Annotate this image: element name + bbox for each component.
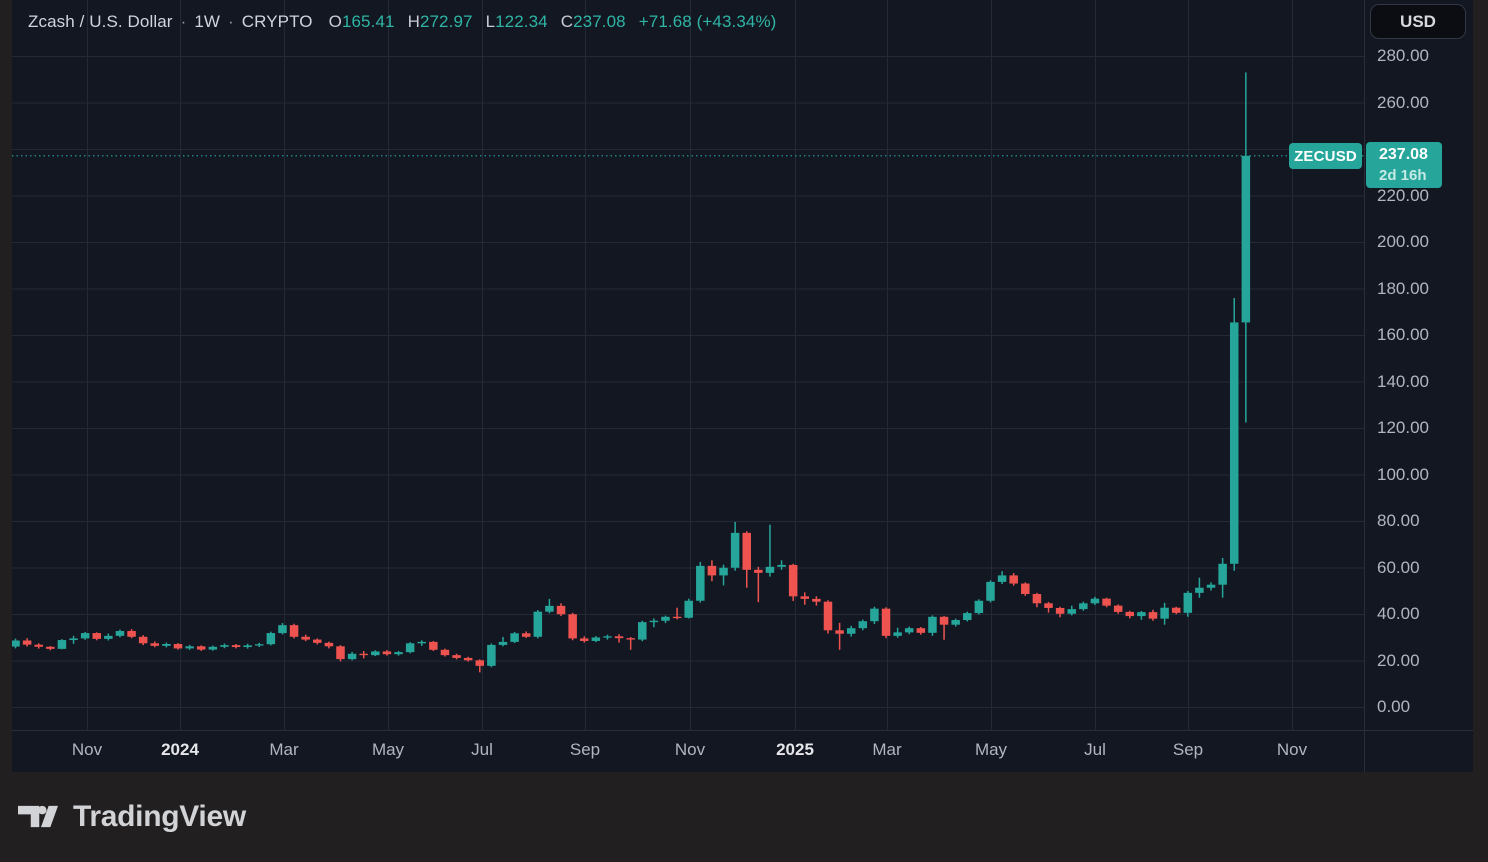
- time-tick-label: Sep: [1172, 740, 1204, 759]
- change-value: +71.68 (+43.34%): [638, 12, 777, 31]
- candles: [12, 72, 1251, 673]
- last-price-value: 237.08: [1379, 146, 1428, 163]
- exchange-label: CRYPTO: [241, 12, 313, 31]
- price-tick-label: 100.00: [1377, 464, 1429, 484]
- time-tick-label: Jul: [1084, 740, 1106, 759]
- time-tick-label: Nov: [674, 740, 706, 759]
- price-tick-label: 0.00: [1377, 697, 1411, 716]
- price-tick-label: 40.00: [1377, 604, 1420, 623]
- time-tick-label: May: [371, 740, 405, 759]
- price-tick-label: 220.00: [1377, 185, 1429, 205]
- time-tick-label: 2024: [161, 740, 199, 759]
- price-tick-label: 280.00: [1377, 46, 1429, 65]
- price-tick-label: 260.00: [1377, 92, 1429, 112]
- ohlc-values: O165.41 H272.97 L122.34 C237.08: [329, 12, 639, 32]
- ohlc-item: L122.34: [485, 12, 548, 31]
- tradingview-logo[interactable]: TradingView: [18, 799, 246, 833]
- price-tick-label: 160.00: [1377, 325, 1429, 344]
- candlestick-chart[interactable]: [12, 0, 1473, 772]
- bar-countdown: 2d 16h: [1379, 167, 1427, 184]
- last-price-label: 237.08 2d 16h: [1366, 142, 1442, 188]
- symbol-header: Zcash / U.S. Dollar · 1W · CRYPTO O165.4…: [28, 11, 776, 33]
- price-tick-label: 120.00: [1377, 418, 1429, 437]
- tradingview-wordmark: TradingView: [73, 799, 246, 833]
- price-tick-label: 80.00: [1377, 511, 1420, 530]
- ohlc-item: C237.08: [560, 12, 626, 31]
- time-axis[interactable]: Nov 2024 Mar May Jul Sep Nov 2025 Mar May Jul Sep No…: [12, 730, 1473, 772]
- symbol-title[interactable]: Zcash / U.S. Dollar: [28, 12, 173, 31]
- time-tick-label: Mar: [872, 740, 902, 759]
- symbol-price-flag: ZECUSD: [1289, 143, 1362, 169]
- interval-label[interactable]: 1W: [194, 12, 221, 31]
- chart-widget: Zcash / U.S. Dollar · 1W · CRYPTO O165.4…: [12, 0, 1473, 772]
- time-tick-label: Sep: [569, 740, 601, 759]
- time-tick-label: Nov: [1276, 740, 1308, 759]
- time-tick-label: 2025: [776, 740, 814, 759]
- time-tick-label: Jul: [471, 740, 493, 759]
- ohlc-item: O165.41: [328, 12, 395, 31]
- ohlc-item: H272.97: [407, 12, 473, 31]
- price-tick-label: 20.00: [1377, 650, 1420, 670]
- separator-dot: ·: [228, 12, 234, 31]
- price-tick-label: 140.00: [1377, 371, 1429, 391]
- separator-dot: ·: [180, 12, 187, 31]
- time-tick-label: Mar: [269, 740, 299, 759]
- time-tick-label: Nov: [71, 740, 103, 759]
- price-tick-label: 60.00: [1377, 557, 1420, 577]
- price-tick-label: 200.00: [1377, 232, 1429, 251]
- price-axis[interactable]: 280.00 260.00 220.00 200.00 180.00 160.00 140.…: [1364, 0, 1473, 730]
- gridlines: [12, 0, 1364, 730]
- price-tick-label: 180.00: [1377, 278, 1429, 298]
- tradingview-icon: [18, 805, 58, 827]
- currency-usd-button[interactable]: USD: [1370, 4, 1466, 39]
- time-tick-label: May: [974, 740, 1008, 759]
